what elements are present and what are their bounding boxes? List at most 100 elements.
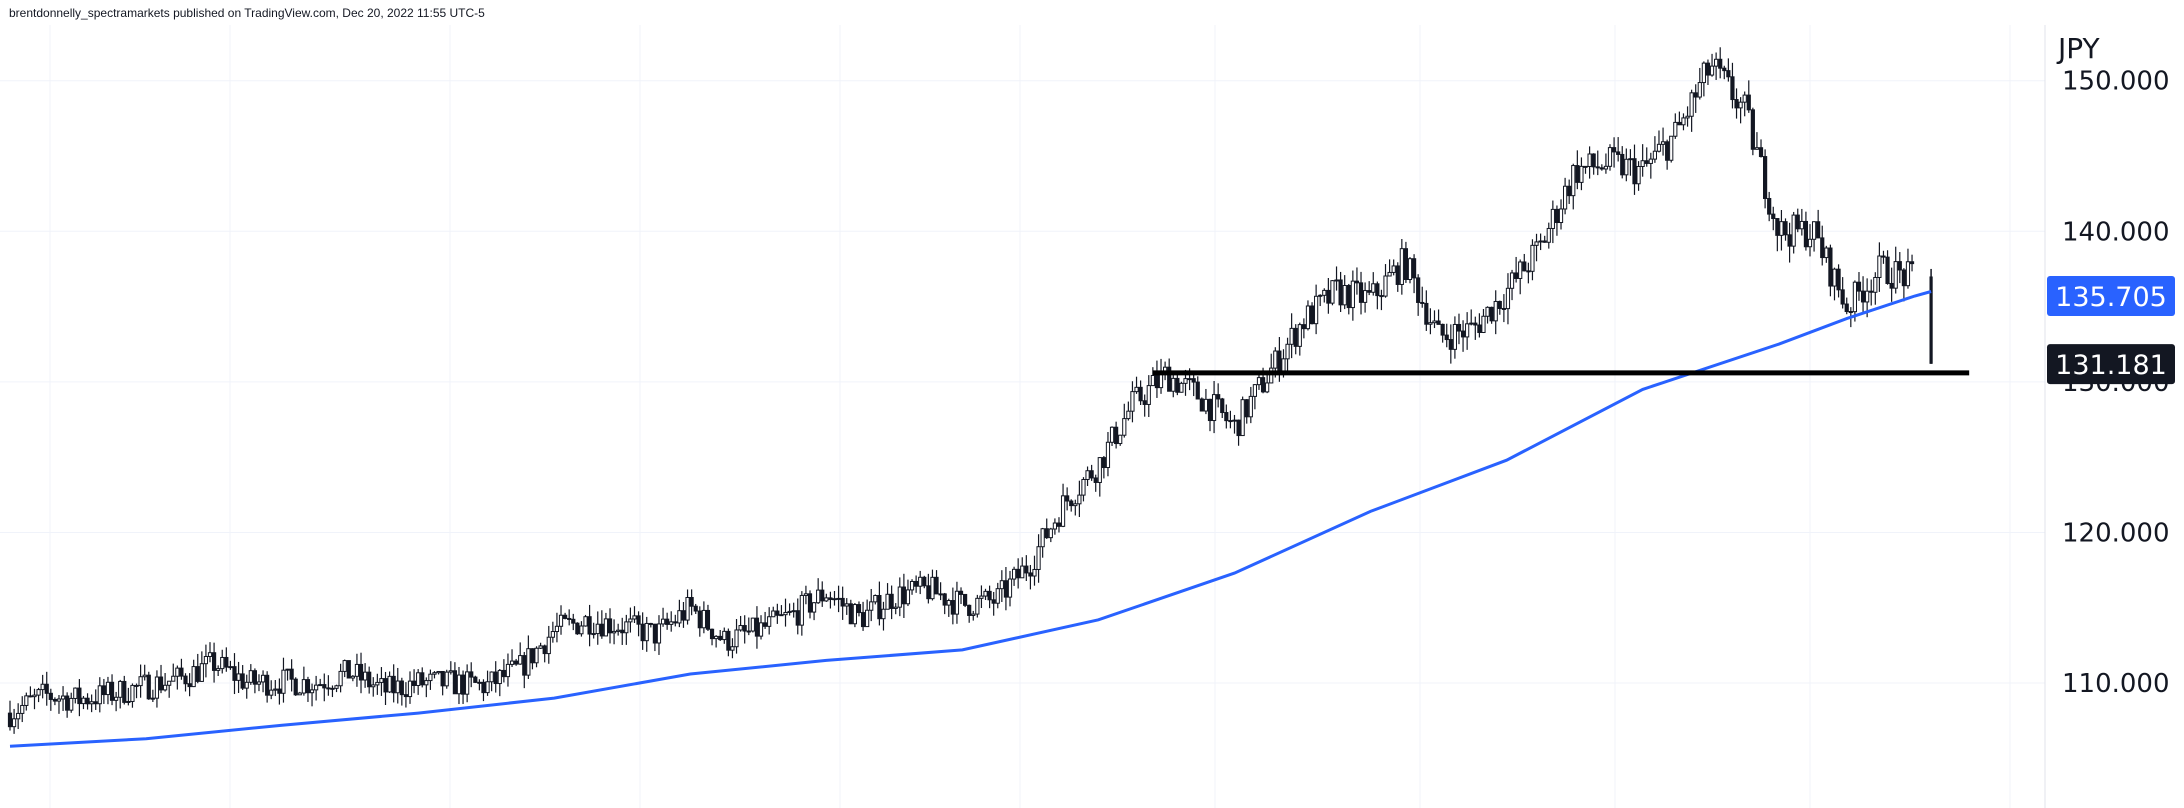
candle-body	[918, 576, 923, 587]
candle-body	[481, 681, 486, 694]
candle-body	[269, 689, 274, 696]
candle-body	[995, 588, 1000, 604]
candle-body	[1840, 289, 1845, 305]
candle-body	[1081, 478, 1086, 496]
candle-body	[1411, 258, 1417, 279]
candle-body	[677, 610, 682, 624]
candle-body	[567, 617, 572, 620]
candle-body	[1456, 323, 1462, 332]
candle-body	[220, 656, 225, 670]
candle-body	[1799, 220, 1804, 230]
candle-body	[673, 621, 678, 624]
candle-body	[199, 663, 204, 682]
candle-body	[979, 595, 984, 599]
candle-body	[363, 671, 368, 681]
candle-body	[1085, 470, 1090, 480]
candle-body	[1175, 377, 1180, 393]
candle-body	[28, 695, 33, 698]
candle-body	[1844, 303, 1849, 313]
candle-body	[1881, 255, 1886, 258]
candle-body	[865, 609, 870, 628]
candle-body	[346, 660, 351, 679]
candle-body	[628, 618, 633, 623]
candle-body	[1526, 270, 1531, 273]
candle-body	[1211, 394, 1217, 422]
candle-body	[1714, 58, 1719, 67]
candle-body	[1832, 268, 1837, 287]
candle-body	[399, 680, 404, 696]
candle-body	[171, 675, 176, 682]
candle-body	[697, 610, 702, 629]
candle-body	[1518, 261, 1523, 279]
candle-body	[48, 692, 53, 700]
candle-body	[571, 618, 576, 624]
candle-body	[832, 598, 837, 601]
candle-body	[289, 668, 294, 680]
candle-body	[1346, 284, 1351, 309]
candle-body	[326, 687, 331, 690]
candle-body	[1632, 158, 1637, 185]
candle-body	[1146, 385, 1151, 405]
candle-body	[1771, 213, 1776, 220]
candle-body	[1538, 240, 1543, 243]
candle-body	[1326, 289, 1331, 304]
candle-body	[779, 614, 784, 617]
candle-body	[763, 622, 768, 627]
candle-body	[1444, 334, 1449, 341]
candle-body	[1371, 283, 1376, 293]
candle-body	[1105, 441, 1111, 469]
candle-body	[1195, 381, 1200, 400]
candle-body	[1579, 165, 1584, 183]
candle-body	[1477, 324, 1482, 333]
candle-body	[69, 697, 74, 711]
candle-body	[534, 647, 539, 664]
candle-body	[1693, 92, 1698, 98]
candle-body	[705, 609, 711, 630]
candle-body	[244, 681, 249, 689]
candle-body	[1877, 255, 1882, 278]
candle-body	[89, 701, 94, 705]
candle-body	[1873, 276, 1878, 293]
moving-average-line	[9, 290, 1932, 748]
publisher-header: brentdonnelly_spectramarkets published o…	[9, 6, 485, 20]
candle-body	[1118, 434, 1123, 445]
candle-body	[301, 679, 306, 694]
candle-body	[501, 669, 506, 678]
candle-body	[1697, 82, 1702, 98]
candle-body	[477, 681, 482, 684]
candle-body	[938, 593, 943, 596]
candle-body	[142, 674, 147, 678]
candle-body	[1889, 282, 1894, 289]
candle-body	[1097, 457, 1102, 483]
candle-body	[97, 685, 102, 705]
candle-body	[685, 597, 690, 621]
candle-body	[575, 622, 580, 635]
candle-body	[1485, 306, 1490, 317]
candle-body	[1260, 377, 1266, 393]
candle-body	[1322, 289, 1327, 296]
candle-body	[1314, 295, 1319, 325]
candle-body	[1016, 568, 1021, 579]
candle-body	[1224, 412, 1229, 422]
candle-body	[207, 652, 213, 657]
candle-body	[1779, 221, 1784, 236]
candle-body	[20, 704, 25, 714]
candle-body	[440, 670, 445, 687]
candle-body	[1342, 284, 1347, 306]
candle-body	[991, 599, 996, 604]
candle-body	[1285, 343, 1290, 360]
candle-body	[167, 680, 172, 686]
candle-body	[1358, 282, 1364, 303]
candle-body	[1852, 281, 1857, 313]
candle-body	[179, 667, 184, 677]
candle-body	[297, 692, 302, 696]
candle-body	[1281, 358, 1286, 373]
candle-body	[211, 652, 217, 671]
candle-body	[314, 684, 319, 691]
candle-body	[693, 605, 698, 612]
candle-body	[1530, 244, 1535, 272]
candle-body	[1048, 528, 1053, 539]
candle-body	[1534, 241, 1539, 246]
candle-body	[1807, 238, 1813, 248]
